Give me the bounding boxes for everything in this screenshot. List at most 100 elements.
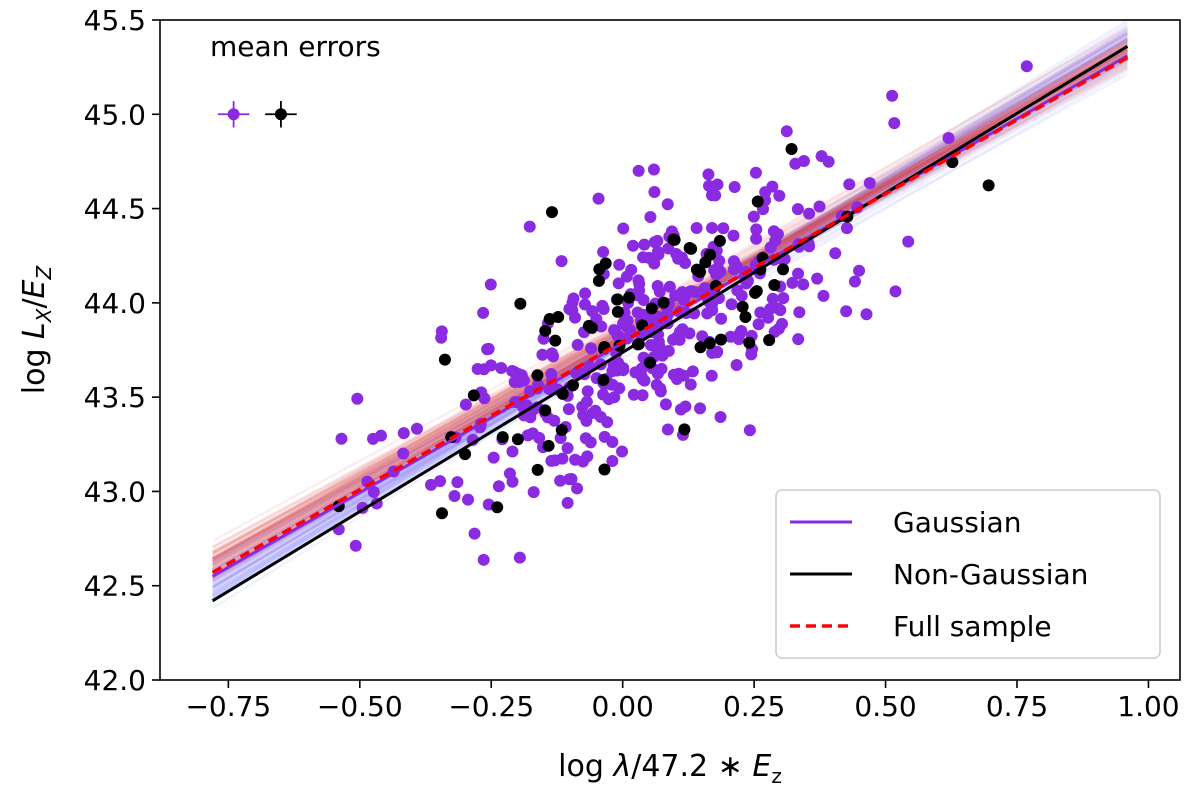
non-gaussian-point: [552, 310, 565, 323]
gaussian-point: [459, 398, 472, 411]
gaussian-point: [613, 258, 626, 271]
non-gaussian-point: [539, 324, 552, 337]
gaussian-point: [367, 486, 380, 499]
non-gaussian-point: [531, 369, 544, 382]
gaussian-point: [527, 486, 540, 499]
gaussian-point: [484, 278, 497, 291]
gaussian-point: [642, 251, 655, 264]
gaussian-point: [817, 289, 830, 302]
gaussian-point: [646, 339, 659, 352]
fit-line-gaussian: [211, 54, 1129, 578]
gaussian-point: [651, 234, 664, 247]
gaussian-point: [793, 306, 806, 319]
gaussian-point: [606, 436, 619, 449]
gaussian-point: [694, 402, 707, 415]
x-tick-label: 0.75: [986, 690, 1048, 723]
gaussian-point: [735, 324, 748, 337]
gaussian-point: [633, 277, 646, 290]
gaussian-point: [608, 324, 621, 337]
y-tick-label: 44.5: [84, 193, 146, 226]
gaussian-point: [597, 388, 610, 401]
non-gaussian-point: [467, 389, 480, 402]
gaussian-point: [335, 432, 348, 445]
gaussian-point: [555, 255, 568, 268]
x-axis-ticks: −0.75 −0.50 −0.25 0.00 0.25 0.50 0.75 1.00: [185, 680, 1180, 723]
non-gaussian-point: [435, 507, 448, 520]
non-gaussian-point: [539, 404, 552, 417]
x-tick-label: 0.00: [592, 690, 654, 723]
x-tick-label: −0.50: [317, 690, 403, 723]
gaussian-point: [536, 348, 549, 361]
gaussian-point: [743, 424, 756, 437]
gaussian-point: [811, 272, 824, 285]
non-gaussian-point: [704, 248, 717, 261]
gaussian-point: [547, 350, 560, 363]
non-gaussian-point: [611, 293, 624, 306]
gaussian-point: [571, 338, 584, 351]
gaussian-point: [703, 179, 716, 192]
gaussian-point: [773, 189, 786, 202]
mean-error-markers: [217, 101, 297, 128]
gaussian-point: [889, 285, 902, 298]
non-gaussian-point: [694, 341, 707, 354]
gaussian-point: [617, 222, 630, 235]
gaussian-point: [648, 186, 661, 199]
gaussian-point: [617, 316, 630, 329]
gaussian-point: [774, 304, 787, 317]
gaussian-point: [727, 229, 740, 242]
gaussian-point: [750, 232, 763, 245]
non-gaussian-point: [645, 302, 658, 315]
gaussian-point: [662, 344, 675, 357]
gaussian-point: [584, 436, 597, 449]
non-gaussian-point: [514, 297, 527, 310]
non-gaussian-point: [611, 305, 624, 318]
x-axis-label: log λ/47.2 ∗ Ez: [558, 749, 782, 788]
gaussian-point: [863, 177, 876, 190]
gaussian-point: [606, 455, 619, 468]
y-axis-ticks: 42.0 42.5 43.0 43.5 44.0 44.5 45.0 45.5: [84, 4, 160, 697]
gaussian-point: [613, 382, 626, 395]
gaussian-point: [714, 411, 727, 424]
gaussian-point: [526, 427, 539, 440]
gaussian-point: [548, 414, 561, 427]
gaussian-point: [569, 311, 582, 324]
gaussian-point: [631, 306, 644, 319]
gaussian-point: [725, 298, 738, 311]
gaussian-point: [653, 285, 666, 298]
gaussian-point: [451, 476, 464, 489]
gaussian-point: [661, 423, 674, 436]
gaussian-point: [677, 369, 690, 382]
non-gaussian-point: [555, 423, 568, 436]
non-gaussian-point: [751, 195, 764, 208]
non-gaussian-point: [438, 353, 451, 366]
gaussian-point: [647, 163, 660, 176]
gaussian-point: [853, 264, 866, 277]
gaussian-point: [571, 482, 584, 495]
gaussian-point: [766, 180, 779, 193]
gaussian-point: [709, 189, 722, 202]
gaussian-point: [701, 307, 714, 320]
gaussian-point: [565, 473, 578, 486]
non-gaussian-point: [496, 431, 509, 444]
gaussian-point: [762, 311, 775, 324]
gaussian-point: [728, 181, 741, 194]
gaussian-point: [813, 200, 826, 213]
gaussian-point: [651, 367, 664, 380]
gaussian-point: [860, 308, 873, 321]
gaussian-point: [513, 551, 526, 564]
gaussian-point: [663, 280, 676, 293]
gaussian-point: [735, 289, 748, 302]
gaussian-point: [482, 342, 495, 355]
gaussian-point: [792, 333, 805, 346]
gaussian-point: [508, 375, 521, 388]
gaussian-point: [595, 320, 608, 333]
y-tick-label: 42.5: [84, 570, 146, 603]
gaussian-point: [424, 478, 437, 491]
gaussian-point: [942, 132, 955, 145]
non-gaussian-point: [531, 463, 544, 476]
gaussian-point: [686, 365, 699, 378]
gaussian-point: [902, 235, 915, 248]
gaussian-point: [724, 330, 737, 343]
gaussian-point: [434, 475, 447, 488]
